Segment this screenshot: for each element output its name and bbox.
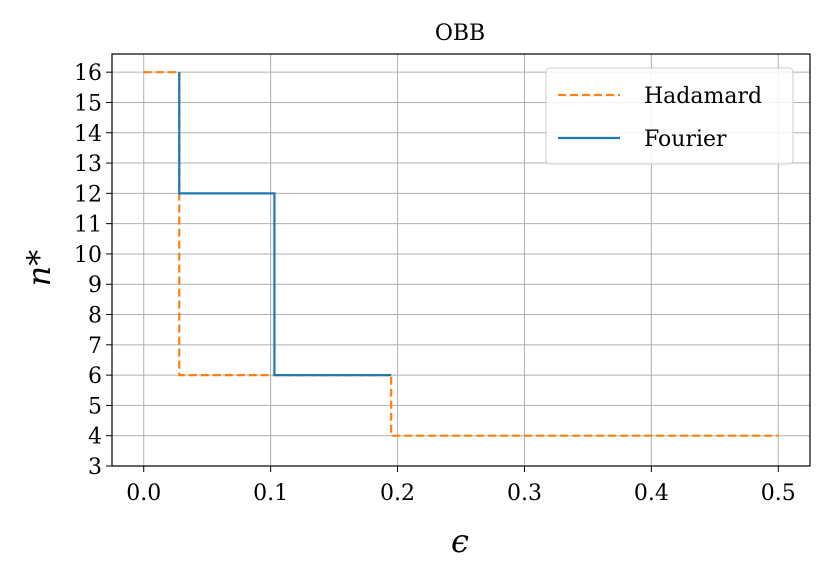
- series-line-fourier: [178, 72, 392, 377]
- y-tick-label: 7: [88, 334, 102, 359]
- y-axis-label: n*: [20, 250, 58, 287]
- legend-label-fourier: Fourier: [644, 127, 727, 152]
- legend-label-hadamard: Hadamard: [644, 84, 762, 109]
- y-tick-label: 5: [88, 394, 102, 419]
- y-tick-label: 14: [74, 122, 102, 147]
- legend-box: [545, 67, 794, 165]
- y-tick-label: 4: [88, 425, 102, 450]
- legend: Hadamard Fourier: [545, 67, 794, 165]
- y-tick-label: 12: [74, 182, 102, 207]
- y-tick-label: 16: [74, 61, 102, 86]
- y-tick-label: 11: [74, 213, 102, 238]
- y-tick-label: 6: [88, 364, 102, 389]
- series-layer: [143, 71, 779, 437]
- x-tick-label: 0.5: [761, 481, 796, 506]
- axis-ticks: 0.0 0.1 0.2 0.3 0.4 0.5 3 4 5 6 7 8 9 10 11 12 13 14 15 16: [74, 61, 796, 506]
- x-tick-label: 0.0: [126, 481, 161, 506]
- y-tick-label: 15: [74, 91, 102, 116]
- y-tick-label: 8: [88, 304, 102, 329]
- x-tick-label: 0.2: [380, 481, 415, 506]
- y-tick-label: 3: [88, 455, 102, 480]
- chart-title: OBB: [435, 21, 485, 46]
- x-axis-label: ϵ: [451, 522, 469, 560]
- y-tick-label: 13: [74, 152, 102, 177]
- y-tick-label: 10: [74, 243, 102, 268]
- plot-frame: [111, 53, 811, 467]
- x-tick-label: 0.1: [253, 481, 288, 506]
- x-tick-label: 0.4: [634, 481, 669, 506]
- x-tick-label: 0.3: [507, 481, 542, 506]
- y-tick-label: 9: [88, 273, 102, 298]
